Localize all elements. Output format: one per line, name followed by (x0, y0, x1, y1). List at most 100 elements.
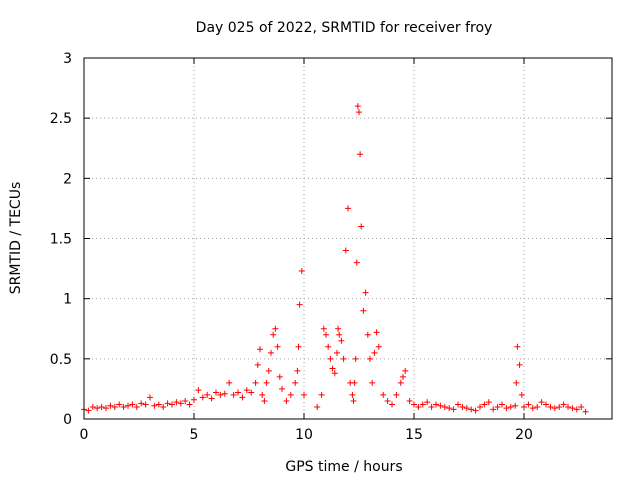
data-point (468, 406, 475, 413)
data-point (327, 355, 334, 362)
data-point (94, 405, 101, 412)
data-point (164, 400, 171, 407)
data-point (147, 394, 153, 401)
y-tick-label: 0.5 (50, 352, 72, 368)
data-point (259, 391, 266, 398)
data-point (356, 109, 362, 116)
data-points (81, 103, 589, 415)
data-point (340, 355, 347, 362)
data-point (433, 401, 439, 408)
y-axis-label: SRMTID / TECUs (8, 182, 24, 295)
data-point (582, 408, 589, 415)
data-point (191, 396, 197, 403)
data-point (364, 331, 371, 338)
data-point (350, 397, 357, 404)
data-point (239, 394, 246, 401)
data-point (248, 389, 255, 396)
data-point (120, 403, 127, 410)
data-point (276, 373, 283, 380)
data-point (573, 406, 580, 413)
data-point (129, 401, 136, 408)
data-point (441, 403, 448, 410)
data-point (543, 401, 549, 408)
data-point (437, 402, 444, 409)
data-point (371, 349, 378, 356)
data-point (323, 331, 329, 338)
data-point (351, 379, 358, 386)
data-point (556, 403, 563, 410)
data-point (160, 403, 167, 410)
data-point (455, 401, 461, 408)
data-point (472, 407, 479, 414)
data-point (534, 403, 541, 410)
data-point (529, 405, 536, 412)
data-point (560, 401, 567, 408)
grid-lines (84, 58, 612, 419)
data-point (263, 379, 270, 386)
data-point (301, 391, 307, 398)
data-point (230, 391, 237, 398)
data-point (446, 405, 453, 412)
data-point (292, 379, 299, 386)
x-tick-label: 20 (515, 427, 533, 443)
data-point (384, 397, 391, 404)
data-point (274, 343, 281, 350)
data-point (268, 349, 274, 356)
data-point (516, 361, 523, 368)
data-point (287, 391, 294, 398)
x-tick-label: 0 (80, 427, 89, 443)
tick-labels: 0 5 10 15 20 0 0.5 1 1.5 2 2.5 3 (50, 51, 533, 443)
data-point (217, 391, 224, 398)
data-point (380, 391, 387, 398)
data-point (521, 403, 527, 410)
data-point (272, 325, 279, 332)
data-point (334, 349, 340, 356)
data-point (314, 403, 321, 410)
x-tick-label: 5 (190, 427, 199, 443)
data-point (257, 346, 263, 353)
data-point (252, 379, 259, 386)
data-point (177, 400, 184, 407)
data-point (375, 343, 382, 350)
data-point (369, 379, 376, 386)
data-point (463, 405, 470, 412)
data-point (204, 391, 211, 398)
data-point (103, 405, 109, 412)
data-point (213, 389, 219, 396)
data-point (569, 405, 576, 412)
data-point (578, 403, 585, 410)
y-tick-label: 1.5 (50, 232, 72, 248)
data-point (221, 390, 228, 397)
data-point (547, 403, 554, 410)
y-tick-label: 0 (63, 412, 72, 428)
data-point (226, 379, 233, 386)
data-point (518, 391, 525, 398)
data-point (133, 403, 140, 410)
data-point (353, 259, 360, 266)
data-point (199, 394, 206, 401)
data-point (283, 397, 290, 404)
data-point (208, 395, 215, 402)
data-point (116, 401, 123, 408)
data-point (142, 401, 149, 408)
data-point (512, 402, 519, 409)
data-point (342, 247, 349, 254)
data-point (551, 405, 558, 412)
y-tick-label: 1 (63, 292, 72, 308)
y-tick-label: 3 (63, 51, 72, 67)
data-point (265, 367, 272, 374)
data-point (254, 361, 261, 368)
data-point (397, 379, 404, 386)
data-point (138, 400, 145, 407)
data-point (494, 403, 501, 410)
data-point (261, 397, 268, 404)
chart-title: Day 025 of 2022, SRMTID for receiver fro… (196, 20, 493, 36)
data-point (89, 403, 96, 410)
data-point (485, 399, 492, 406)
data-point (538, 399, 545, 406)
data-point (182, 397, 189, 404)
data-point (358, 223, 365, 230)
x-tick-label: 15 (405, 427, 423, 443)
data-point (325, 343, 332, 350)
data-point (352, 355, 359, 362)
